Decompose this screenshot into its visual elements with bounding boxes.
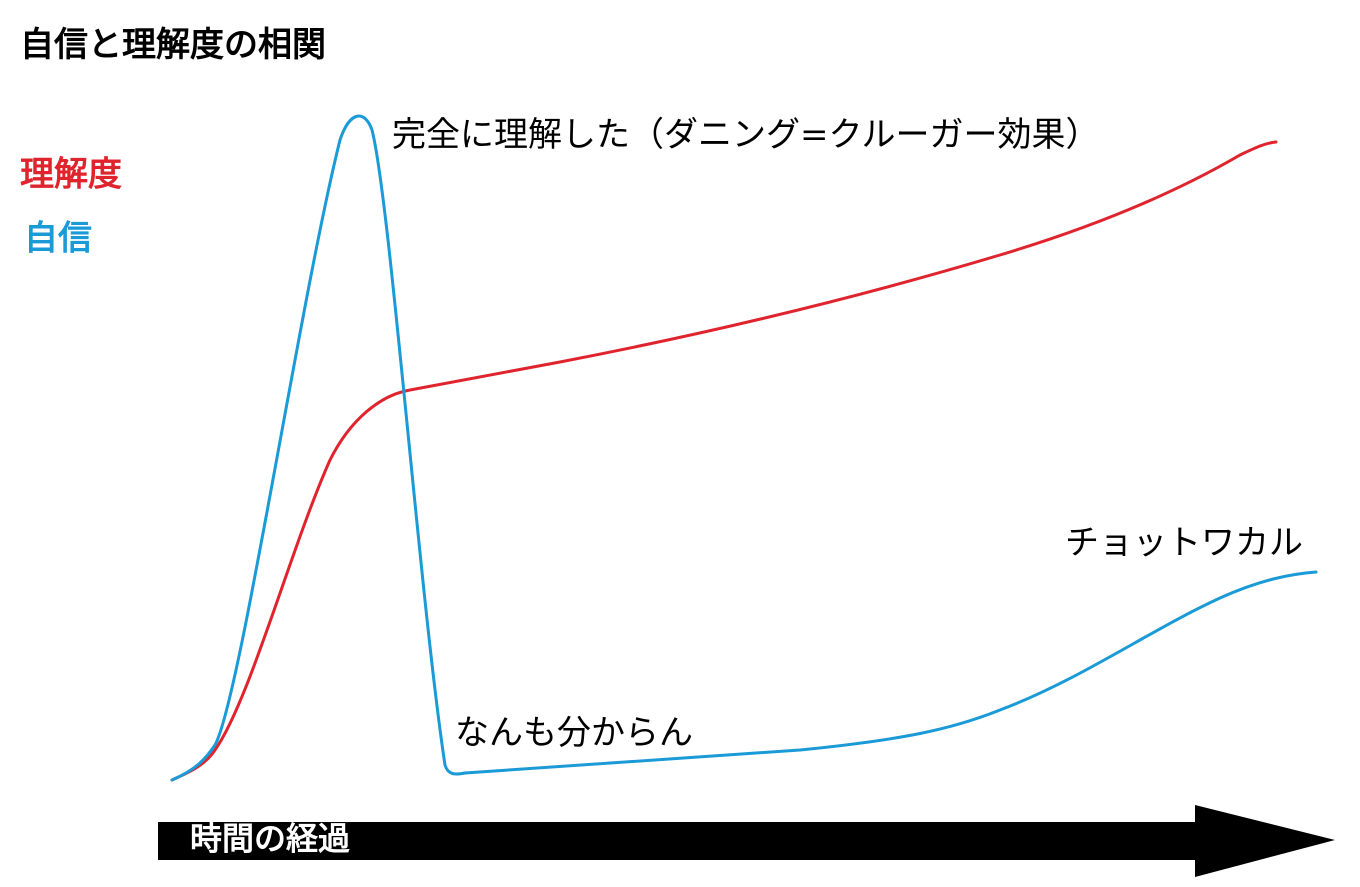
legend-confidence: 自信 [24, 219, 92, 259]
annotation-valley: なんも分からん [455, 713, 693, 753]
annotation-end: チョットワカル [1065, 523, 1303, 563]
understanding-curve [170, 140, 1278, 782]
title: 自信と理解度の相関 [20, 25, 326, 65]
time-arrow-shaft [158, 822, 1198, 860]
annotation-peak: 完全に理解した（ダニング=クルーガー効果） [392, 115, 1099, 155]
time-arrow-head [1195, 805, 1335, 877]
confidence-curve [170, 114, 1318, 782]
arrow-label: 時間の経過 [190, 820, 350, 858]
legend-understanding: 理解度 [20, 155, 122, 195]
